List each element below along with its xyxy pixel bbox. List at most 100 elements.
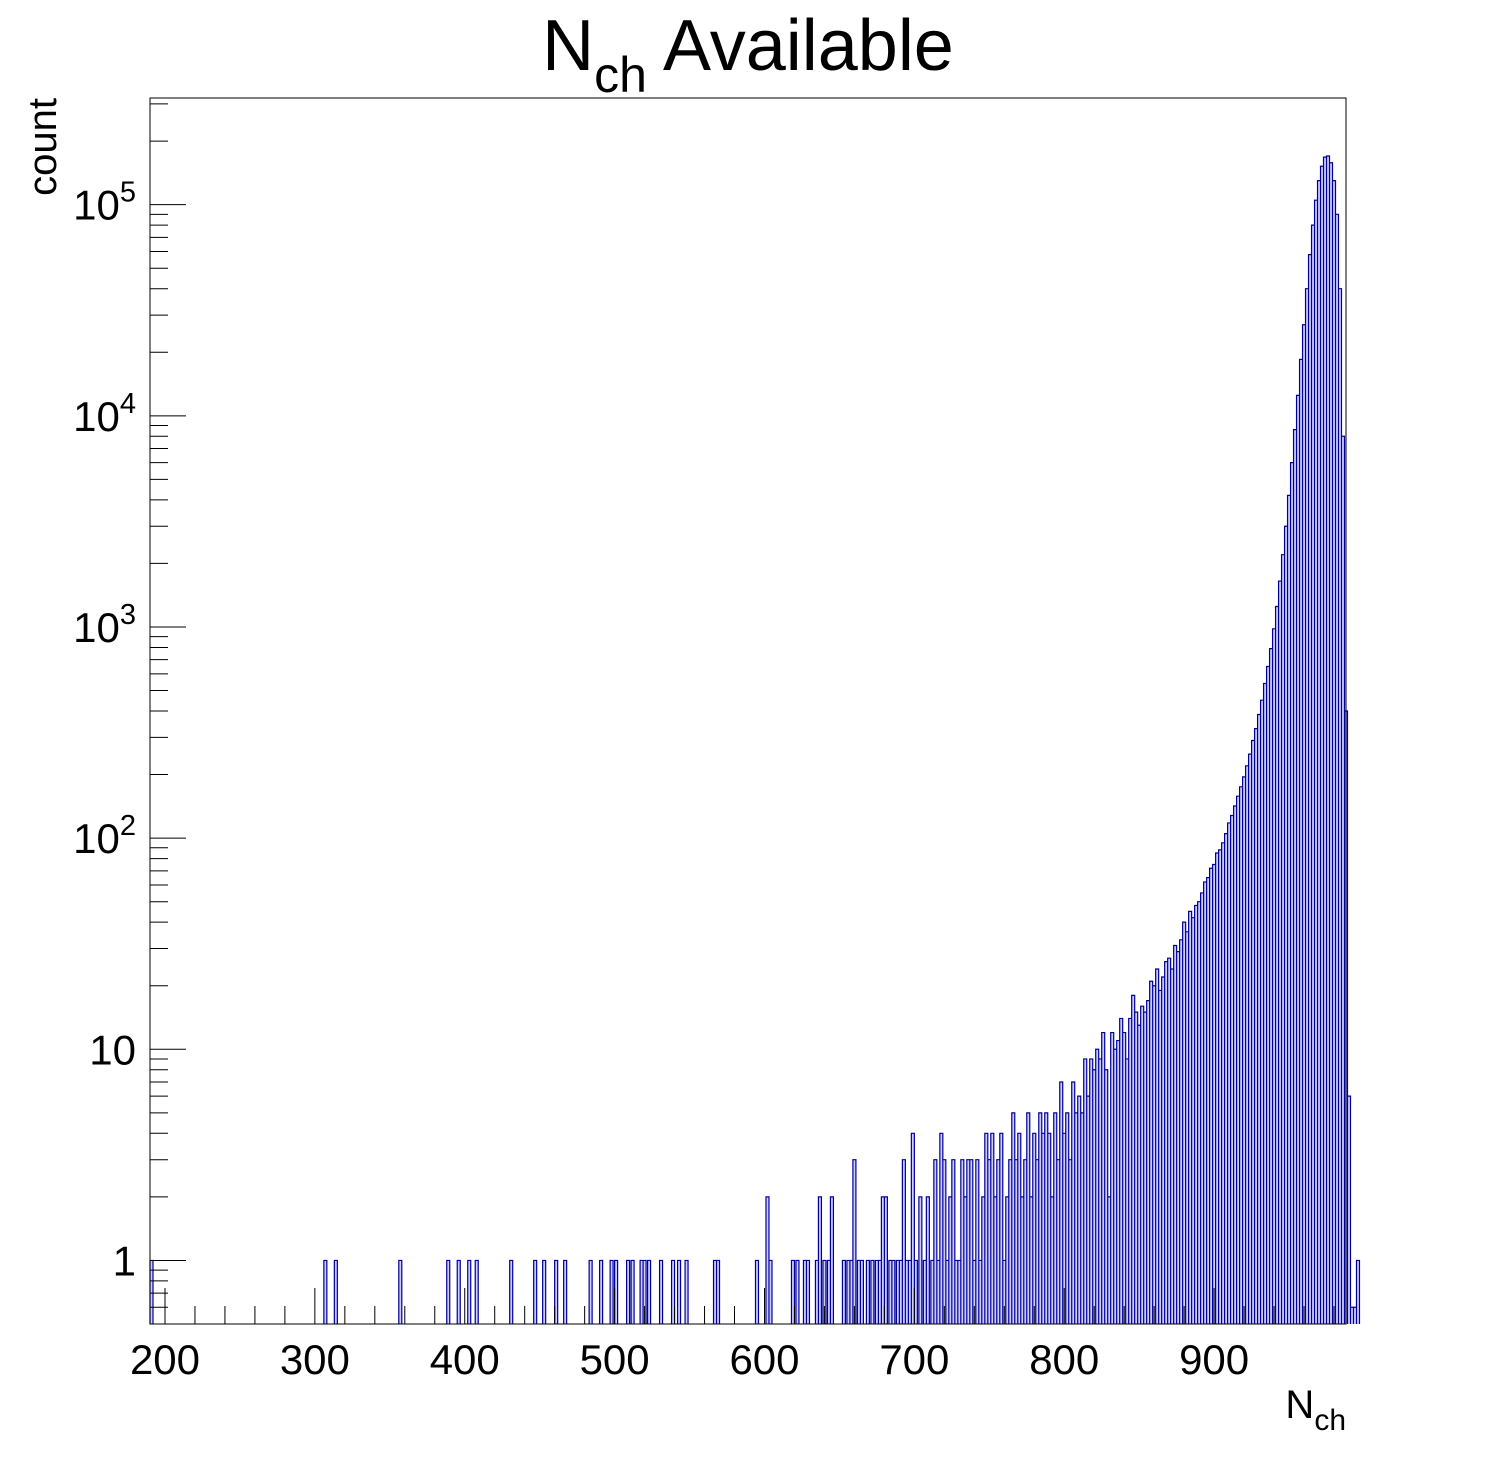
histogram-bin (902, 1159, 906, 1324)
y-tick-label-exponent: 3 (120, 599, 136, 631)
histogram-bin (1263, 683, 1267, 1324)
histogram-bin (768, 1260, 772, 1324)
histogram-bin (999, 1133, 1003, 1324)
histogram-bin (1227, 822, 1231, 1324)
histogram-bin (1257, 714, 1261, 1324)
chart-title-rest: Available (647, 6, 954, 86)
histogram-bin (1038, 1112, 1042, 1324)
x-tick-label: 300 (280, 1336, 350, 1383)
histogram-bin (1173, 945, 1177, 1324)
histogram-bin (1251, 740, 1255, 1324)
histogram-bin (533, 1260, 537, 1324)
histogram-bin (899, 1260, 903, 1324)
histogram-bin (884, 1196, 888, 1324)
histogram-bin (685, 1260, 689, 1324)
histogram-bin (911, 1133, 915, 1324)
y-tick-label: 105 (73, 177, 136, 229)
histogram-bin (1008, 1159, 1012, 1324)
histogram-bin (933, 1159, 937, 1324)
histogram-bin (822, 1260, 826, 1324)
histogram-bin (1290, 462, 1294, 1324)
histogram-bin (1308, 254, 1312, 1324)
histogram-bin (1254, 728, 1258, 1324)
histogram-bin (1086, 1096, 1090, 1324)
histogram-bin (1020, 1196, 1024, 1324)
histogram-bin (1287, 495, 1291, 1324)
histogram-bars (149, 155, 1361, 1325)
histogram-bin (945, 1260, 949, 1324)
histogram-bin (923, 1260, 927, 1324)
x-axis-ticks (164, 1288, 1335, 1324)
histogram-bin (852, 1159, 856, 1324)
histogram-bin (972, 1260, 976, 1324)
histogram-bin (1233, 805, 1237, 1324)
histogram-bin (631, 1260, 635, 1324)
histogram-bin (969, 1159, 973, 1324)
x-tick-label: 600 (729, 1336, 799, 1383)
y-tick-label-exponent: 4 (120, 388, 136, 420)
histogram-bin (1296, 395, 1300, 1324)
histogram-bin (659, 1260, 663, 1324)
histogram-bin (1107, 1196, 1111, 1324)
histogram-bin (671, 1260, 675, 1324)
histogram-bin (1353, 1307, 1357, 1324)
histogram-bin (1116, 1040, 1120, 1324)
y-tick-label-base: 10 (73, 393, 120, 440)
histogram-bin (1230, 815, 1234, 1324)
histogram-bin (948, 1196, 952, 1324)
histogram-bin (1146, 1000, 1150, 1324)
histogram-bin (978, 1260, 982, 1324)
histogram-bin (846, 1260, 850, 1324)
histogram-bin (1302, 324, 1306, 1325)
histogram-bin (446, 1260, 450, 1324)
histogram-bin (1074, 1112, 1078, 1324)
histogram-bin (957, 1260, 961, 1324)
y-axis-ticks (150, 103, 186, 1325)
histogram-bin (993, 1196, 997, 1324)
y-tick-label-exponent: 5 (120, 177, 136, 209)
histogram-bin (1161, 976, 1165, 1324)
histogram-bin (857, 1260, 861, 1324)
histogram-bin (1266, 666, 1270, 1324)
histogram-bin (918, 1196, 922, 1324)
histogram-bin (975, 1159, 979, 1324)
histogram-bin (1245, 765, 1249, 1324)
histogram-bin (1002, 1260, 1006, 1324)
histogram-bin (1077, 1096, 1081, 1324)
histogram-bin (896, 1260, 900, 1324)
histogram-bin (1017, 1133, 1021, 1324)
y-tick-label-base: 10 (73, 604, 120, 651)
histogram-bin (334, 1260, 338, 1324)
histogram-bin (1032, 1133, 1036, 1324)
histogram-bin (1068, 1159, 1072, 1324)
histogram-bin (647, 1260, 651, 1324)
histogram-bin (610, 1260, 614, 1324)
histogram-bin (713, 1260, 717, 1324)
histogram-bin (1248, 754, 1252, 1324)
histogram-bin (1056, 1159, 1060, 1324)
histogram-bin (926, 1196, 930, 1324)
histogram-bin (1134, 1012, 1138, 1324)
histogram-bin (1197, 901, 1201, 1324)
histogram-bin (1209, 868, 1213, 1324)
y-axis-label: count (21, 98, 65, 196)
histogram-bin (1194, 905, 1198, 1324)
y-tick-label-base: 10 (73, 815, 120, 862)
y-tick-label: 10 (89, 1026, 136, 1073)
y-tick-label: 103 (73, 599, 136, 651)
histogram-bin (866, 1260, 870, 1324)
histogram-bin (960, 1159, 964, 1324)
histogram-bin (878, 1260, 882, 1324)
histogram-bin (1338, 288, 1342, 1325)
histogram-bin (1320, 166, 1324, 1324)
histogram-bin (1188, 911, 1192, 1324)
histogram-bin (765, 1196, 769, 1324)
histogram-bin (1182, 922, 1186, 1324)
histogram-bin (860, 1260, 864, 1324)
histogram-bin (908, 1260, 912, 1324)
histogram-bin (1113, 1049, 1117, 1324)
histogram-bin (870, 1260, 874, 1324)
histogram-bin (1239, 786, 1243, 1324)
